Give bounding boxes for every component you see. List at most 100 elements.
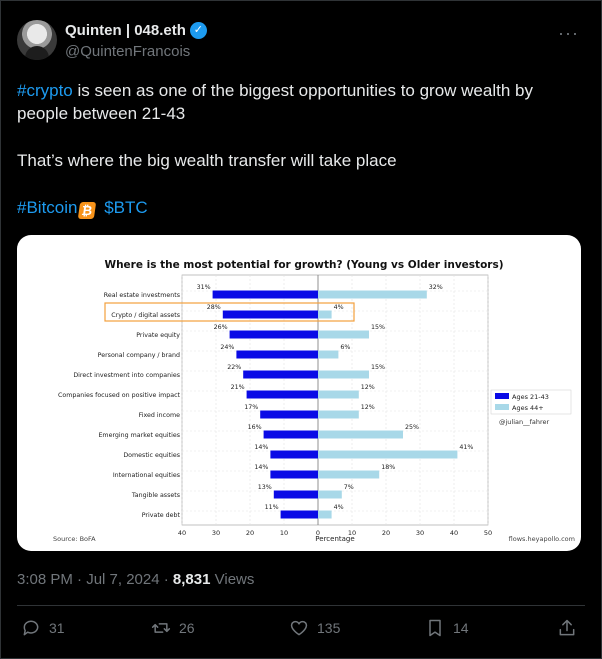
data-label-old: 12% bbox=[361, 404, 375, 411]
bar-old bbox=[318, 450, 458, 459]
like-count: 135 bbox=[317, 620, 341, 636]
category-label: Private debt bbox=[142, 512, 181, 519]
bar-old bbox=[318, 290, 427, 299]
category-label: Companies focused on positive impact bbox=[58, 392, 181, 399]
category-label: Personal company / brand bbox=[98, 352, 180, 359]
like-button[interactable]: 135 bbox=[289, 618, 340, 638]
cashtag-btc-link[interactable]: $BTC bbox=[104, 198, 148, 217]
data-label-young: 11% bbox=[265, 504, 279, 511]
chart-title: Where is the most potential for growth? … bbox=[104, 259, 503, 271]
data-label-old: 32% bbox=[429, 284, 443, 291]
bookmark-count: 14 bbox=[453, 620, 469, 636]
tweet-meta: 3:08 PM · Jul 7, 2024 · 8,831 Views bbox=[17, 571, 254, 588]
author-handle[interactable]: @QuintenFrancois bbox=[65, 43, 191, 60]
bar-old bbox=[318, 410, 359, 419]
x-axis-label: Percentage bbox=[315, 535, 354, 543]
views-label: Views bbox=[210, 571, 255, 588]
x-tick-label: 20 bbox=[382, 529, 390, 537]
data-label-old: 6% bbox=[340, 344, 350, 351]
bar-young bbox=[260, 410, 318, 419]
repost-button[interactable]: 26 bbox=[151, 618, 195, 638]
bar-young bbox=[270, 470, 318, 479]
category-label: Domestic equities bbox=[123, 452, 180, 459]
data-label-old: 7% bbox=[344, 484, 354, 491]
bar-old bbox=[318, 390, 359, 399]
watermark-label: @julian__fahrer bbox=[499, 418, 550, 426]
reply-count: 31 bbox=[49, 620, 65, 636]
views-count: 8,831 bbox=[172, 571, 211, 588]
hashtag-crypto-link[interactable]: #crypto bbox=[17, 81, 73, 100]
heart-icon bbox=[290, 620, 308, 636]
bar-old bbox=[318, 470, 380, 479]
avatar[interactable] bbox=[17, 20, 57, 60]
bar-young bbox=[246, 390, 318, 399]
bar-chart: Where is the most potential for growth? … bbox=[53, 259, 575, 543]
data-label-young: 17% bbox=[244, 404, 258, 411]
highlight-box bbox=[104, 302, 355, 322]
bar-old bbox=[318, 310, 332, 319]
bar-young bbox=[280, 510, 318, 519]
bar-young bbox=[222, 310, 318, 319]
data-label-old: 18% bbox=[381, 464, 395, 471]
bookmark-button[interactable]: 14 bbox=[425, 618, 469, 638]
data-label-old: 41% bbox=[459, 444, 473, 451]
bar-young bbox=[212, 290, 318, 299]
bar-young bbox=[236, 350, 318, 359]
x-tick-label: 50 bbox=[484, 529, 492, 537]
reply-button[interactable]: 31 bbox=[21, 618, 65, 638]
tweet-line-2: That’s where the big wealth transfer wil… bbox=[17, 151, 397, 170]
chart-image[interactable]: Where is the most potential for growth? … bbox=[17, 235, 581, 551]
bar-young bbox=[263, 430, 318, 439]
tweet-line-1: is seen as one of the biggest opportunit… bbox=[17, 81, 533, 123]
data-label-young: 14% bbox=[254, 464, 268, 471]
category-label: Tangible assets bbox=[131, 492, 180, 499]
credit-label: flows.heyapollo.com bbox=[509, 535, 575, 543]
data-label-young: 24% bbox=[220, 344, 234, 351]
data-label-young: 26% bbox=[214, 324, 228, 331]
bar-old bbox=[318, 510, 332, 519]
data-label-young: 31% bbox=[197, 284, 211, 291]
bar-old bbox=[318, 370, 369, 379]
author-name[interactable]: Quinten | 048.eth bbox=[65, 22, 186, 39]
timestamp[interactable]: 3:08 PM · Jul 7, 2024 · bbox=[17, 571, 173, 588]
verified-badge-icon[interactable]: ✓ bbox=[189, 22, 207, 39]
data-label-old: 12% bbox=[361, 384, 375, 391]
action-bar: 31 26 135 14 bbox=[21, 618, 581, 642]
legend-swatch-young bbox=[495, 393, 509, 399]
data-label-young: 22% bbox=[227, 364, 241, 371]
bar-young bbox=[270, 450, 318, 459]
more-options-icon[interactable]: ··· bbox=[558, 23, 579, 43]
data-label-young: 13% bbox=[258, 484, 272, 491]
repost-count: 26 bbox=[179, 620, 195, 636]
bar-old bbox=[318, 350, 339, 359]
share-icon bbox=[559, 619, 575, 636]
data-label-old: 15% bbox=[371, 324, 385, 331]
bar-young bbox=[229, 330, 318, 339]
data-label-old: 15% bbox=[371, 364, 385, 371]
category-label: Fixed income bbox=[139, 412, 181, 419]
data-label-young: 14% bbox=[254, 444, 268, 451]
category-label: Direct investment into companies bbox=[73, 372, 180, 379]
bookmark-icon bbox=[429, 619, 441, 637]
data-label-old: 25% bbox=[405, 424, 419, 431]
legend: Ages 21-43 Ages 44+ bbox=[490, 389, 572, 415]
bar-young bbox=[273, 490, 318, 499]
share-button[interactable] bbox=[557, 618, 577, 638]
author-name-row[interactable]: Quinten | 048.eth ✓ bbox=[65, 22, 207, 39]
x-tick-label: 0 bbox=[316, 529, 320, 537]
category-label: Emerging market equities bbox=[98, 432, 180, 439]
category-label: Real estate investments bbox=[104, 292, 180, 299]
source-label: Source: BoFA bbox=[53, 535, 96, 543]
x-tick-label: 40 bbox=[450, 529, 458, 537]
hashtag-bitcoin-link[interactable]: #Bitcoin bbox=[17, 198, 78, 217]
x-tick-label: 20 bbox=[246, 529, 254, 537]
divider bbox=[17, 605, 585, 606]
bar-young bbox=[243, 370, 318, 379]
reply-icon bbox=[23, 620, 39, 636]
tweet-text: #crypto is seen as one of the biggest op… bbox=[17, 79, 577, 219]
bar-old bbox=[318, 430, 403, 439]
x-tick-label: 30 bbox=[416, 529, 424, 537]
category-label: International equities bbox=[113, 472, 180, 479]
category-label: Crypto / digital assets bbox=[111, 312, 180, 319]
